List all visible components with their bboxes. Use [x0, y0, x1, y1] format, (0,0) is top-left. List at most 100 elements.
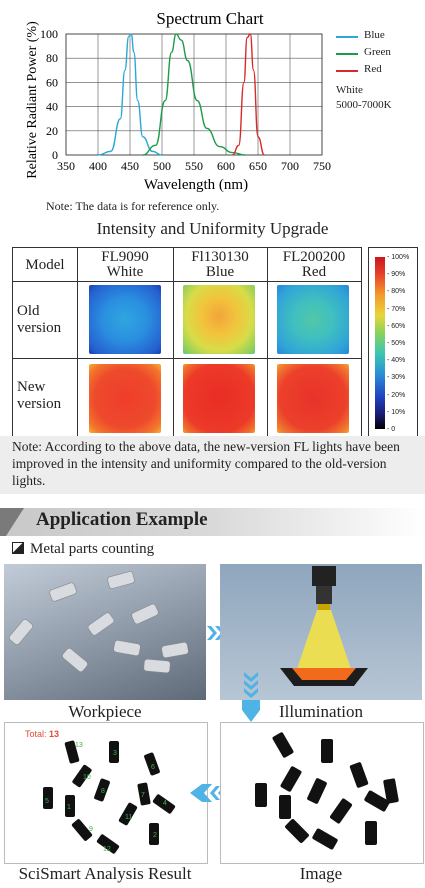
y-tick-label: 0 [52, 148, 58, 162]
spectrum-chart: Spectrum Chart Relative Radiant Power (%… [25, 9, 331, 193]
application-title: Application Example [36, 509, 208, 530]
svg-text:7: 7 [141, 792, 145, 799]
x-tick-label: 600 [217, 159, 235, 173]
row-label: version [17, 320, 62, 336]
series-line-red [232, 33, 265, 156]
series-line-blue [97, 33, 163, 156]
total-value: 13 [49, 729, 60, 739]
captured-image-photo [220, 722, 424, 864]
heatmap-new-white [89, 364, 161, 433]
x-tick-label: 500 [153, 159, 171, 173]
chart-title: Spectrum Chart [156, 9, 263, 28]
square-bullet-icon [12, 542, 24, 554]
analysis-result-photo: Total: 13 13 3 6 10 5 8 7 4 1 11 9 2 12 [4, 722, 208, 864]
colorbar-tick-label: - 50% [387, 340, 406, 347]
svg-text:4: 4 [163, 800, 167, 807]
col-header-model: FL200200 [282, 249, 346, 265]
heatmap-old-white [89, 285, 161, 354]
uniformity-title: Intensity and Uniformity Upgrade [96, 219, 329, 238]
uniformity-table: Model FL9090 White Fl130130 Blue FL20020… [12, 247, 362, 437]
svg-text:13: 13 [75, 742, 83, 749]
metal-parts-image [8, 571, 189, 674]
table-divider [13, 358, 361, 359]
svg-text:9: 9 [89, 826, 93, 833]
table-divider [13, 281, 361, 282]
colorbar-tick-label: - 80% [387, 288, 406, 296]
caption-image: Image [299, 864, 343, 883]
colorbar-tick-label: - 20% [387, 391, 406, 399]
counted-parts-image: 13 3 6 10 5 8 7 4 1 11 9 2 12 [43, 740, 176, 854]
heatmap-old-blue [183, 285, 255, 354]
svg-text:6: 6 [151, 764, 155, 771]
col-header-model: FL9090 [101, 249, 149, 265]
heatmap-new-red [277, 364, 349, 433]
svg-text:8: 8 [101, 788, 105, 795]
table-divider [267, 248, 268, 436]
colorbar-tick-label: - 30% [387, 374, 406, 382]
row-label: Old [17, 303, 40, 319]
x-tick-label: 450 [121, 159, 139, 173]
caption-result: SciSmart Analysis Result [18, 864, 192, 883]
application-subtitle: Metal parts counting [12, 541, 154, 558]
subtitle-text: Metal parts counting [30, 541, 155, 557]
plot-frame [65, 33, 323, 156]
legend-swatch-red [336, 70, 358, 72]
x-tick-label: 550 [185, 159, 203, 173]
legend-swatch-blue [336, 36, 358, 38]
legend-label-white: White [336, 84, 363, 96]
col-header-color: Blue [205, 264, 235, 280]
svg-text:5: 5 [45, 798, 49, 805]
heatmap-new-blue [183, 364, 255, 433]
spectrum-note: Note: The data is for reference only. [46, 199, 220, 213]
svg-text:3: 3 [113, 750, 117, 757]
svg-text:1: 1 [67, 804, 71, 811]
total-count: Total: 13 [25, 729, 59, 739]
col-header-color: Red [301, 264, 327, 280]
colorbar-tick-label: - 90% [387, 271, 406, 279]
y-tick-label: 60 [46, 75, 58, 89]
svg-text:12: 12 [103, 846, 111, 853]
workpiece-photo [4, 564, 206, 700]
x-tick-label: 350 [57, 159, 75, 173]
x-tick-label: 400 [89, 159, 107, 173]
y-axis-label: Relative Radiant Power (%) [25, 21, 40, 179]
heatmap-old-red [277, 285, 349, 354]
legend-label-blue: Blue [364, 29, 385, 41]
table-divider [77, 248, 78, 436]
silhouette-parts-image [255, 732, 399, 850]
legend-label-red: Red [364, 63, 382, 75]
colorbar-tick-label: - 10% [387, 408, 406, 416]
y-tick-label: 80 [46, 51, 58, 65]
row-label: New [17, 379, 46, 395]
colorbar-tick-label: - 0 [387, 426, 396, 433]
y-tick-label: 100 [40, 27, 58, 41]
caption-workpiece: Workpiece [68, 702, 142, 721]
caption-illumination: Illumination [278, 702, 364, 721]
col-header-model: Fl130130 [191, 249, 249, 265]
legend-label-green: Green [364, 46, 391, 58]
svg-text:10: 10 [83, 774, 91, 781]
application-banner [0, 508, 425, 536]
colorbar-tick-label: - 100% [387, 254, 410, 261]
x-axis-label: Wavelength (nm) [144, 177, 248, 193]
y-tick-label: 40 [46, 100, 58, 114]
legend-swatch-green [336, 53, 358, 55]
col-header-color: White [106, 264, 144, 280]
spectrum-section: Spectrum Chart Relative Radiant Power (%… [0, 0, 425, 218]
camera-light-image [280, 566, 368, 686]
header-model: Model [25, 257, 65, 273]
colorbar-gradient [375, 257, 385, 429]
total-label: Total: [25, 729, 47, 739]
legend-white-range: 5000-7000K [336, 99, 392, 111]
colorbar-tick-label: - 70% [387, 305, 406, 313]
uniformity-note: Note: According to the above data, the n… [12, 439, 400, 488]
table-divider [173, 248, 174, 436]
x-tick-label: 650 [249, 159, 267, 173]
arrow-down-icon [242, 672, 260, 722]
x-tick-label: 750 [313, 159, 331, 173]
colorbar-tick-label: - 40% [387, 357, 406, 365]
note-background [0, 436, 425, 494]
colorbar-tick-label: - 60% [387, 322, 406, 330]
x-tick-label: 700 [281, 159, 299, 173]
svg-text:2: 2 [153, 832, 157, 839]
